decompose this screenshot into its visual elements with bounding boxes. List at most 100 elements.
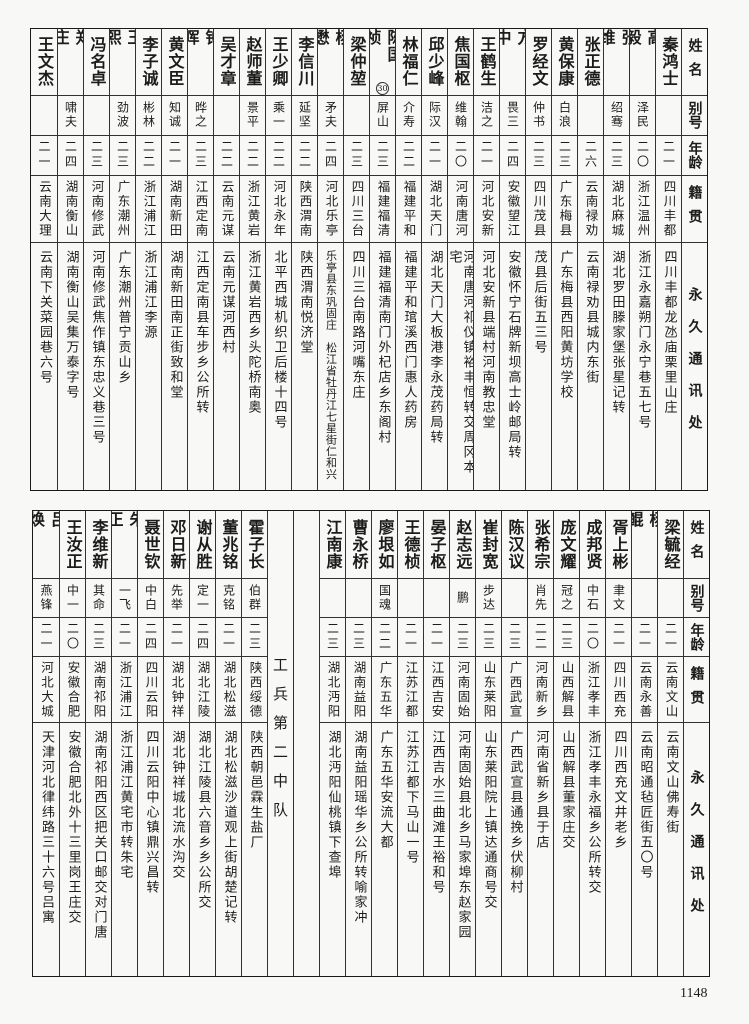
name-cell: 高毅: [630, 29, 655, 96]
person-address: 安徽合肥北外十三里岗王庄交: [65, 730, 81, 926]
age-cell: 二四: [318, 136, 343, 177]
alias-cell: 绍骞: [604, 96, 629, 136]
alias-cell: 燕锋: [33, 579, 59, 618]
person-alias: 白浪: [557, 101, 572, 130]
name-cell: 晏子枢: [424, 511, 449, 579]
name-cell: 焦国枢: [448, 29, 473, 96]
person-column: 方中 畏三 二四 安徽望江 安徽怀宁石牌新坝高士岭邮局转: [499, 29, 525, 490]
person-age: 二一: [403, 621, 418, 652]
address-cell: 云南下关菜园巷六号: [31, 243, 57, 490]
origin-cell: 湖北钟祥: [164, 657, 189, 724]
address-cell: 浙江黄岩西乡头陀桥南奥: [240, 243, 265, 490]
person-column: 王鹤生 洁之 二一 河北安新 河北安新县端村河南教忠堂: [473, 29, 499, 490]
person-address: 云南下关菜园巷六号: [37, 250, 52, 386]
person-alias: 绍骞: [609, 101, 624, 130]
origin-cell: 四川云阳: [138, 657, 163, 724]
person-name: 杨鲲: [632, 511, 657, 545]
person-address: 北平西城机织卫后楼十四号: [271, 250, 287, 431]
person-name: 邓日新: [167, 518, 187, 570]
name-cell: 王鹤生: [474, 29, 499, 96]
person-name: 庞文耀: [557, 518, 577, 570]
person-origin: 四川西充: [611, 660, 627, 719]
header-label-name: 姓名: [688, 520, 705, 569]
header-label-origin: 籍贯: [688, 665, 705, 714]
person-name: 焦国枢: [451, 36, 471, 88]
name-cell: 聂世钦: [138, 511, 163, 579]
person-name: 王鹤生: [477, 36, 497, 88]
age-cell: 二一: [474, 136, 499, 177]
person-column: 李维新 其命 二三 湖南祁阳 湖南祁阳西区把关口邮交对门唐: [85, 511, 111, 976]
person-alias: 仲书: [531, 101, 546, 130]
person-column: 郑庄 啸夫 二四 湖南衡山 湖南衡山吴集万泰字号: [57, 29, 83, 490]
person-origin: 四川丰都: [661, 180, 677, 239]
person-column: 王熙 劲波 二三 广东潮州 广东潮州普宁贡山乡: [109, 29, 135, 490]
person-column: 王少卿 乘一 二二 河北永年 北平西城机织卫后楼十四号: [265, 29, 291, 490]
person-column: 霍子长 伯群 二三 陕西绥德 陕西朝邑霖生盐厂: [241, 511, 267, 976]
header-column: 姓名 别号 年龄 籍贯 永久通讯处: [681, 29, 707, 490]
address-cell: 福建平和琯溪西门惠人药房: [396, 243, 421, 490]
address-cell: 湖北沔阳仙桃镇下查埠: [320, 723, 345, 976]
age-cell: 二三: [242, 618, 267, 658]
person-column: 罗经文 仲书 二三 四川茂县 茂县后街五三号: [525, 29, 551, 490]
person-name: 晏子枢: [427, 518, 447, 570]
address-cell: 四川云阳中心镇鼎兴昌转: [138, 723, 163, 976]
name-cell: 梁仲堃: [344, 29, 369, 96]
origin-cell: 湖北天门: [422, 176, 447, 244]
address-cell: 广西武宣县通挽乡伏柳村: [502, 723, 527, 976]
person-age: 二三: [325, 621, 340, 652]
person-name: 霍子长: [245, 518, 265, 570]
name-cell: 黄文臣: [162, 29, 187, 96]
name-cell: 李子诚: [136, 29, 161, 96]
header-cell-address: 永久通讯处: [684, 723, 709, 976]
person-column: 高毅 泽民 二〇 浙江温州 浙江永嘉朔门永宁巷五七号: [629, 29, 655, 490]
alias-cell: [31, 96, 57, 136]
address-cell: 江西定南县车步乡公所转: [188, 243, 213, 490]
address-cell: 江西吉水三曲滩王裕和号: [424, 723, 449, 976]
person-column: 董兆铭 克铭 二一 湖北松滋 湖北松滋沙道观上街胡楚记转: [215, 511, 241, 976]
name-cell: 谢从胜: [190, 511, 215, 579]
person-name: 朱正: [112, 511, 137, 545]
age-cell: 二一: [656, 136, 681, 177]
address-cell: 乐亭县东巩固庄 松江省牡丹江七星街仁和兴: [318, 243, 343, 490]
person-name: 邱少峰: [425, 36, 445, 88]
person-address: 浙江永嘉朔门永宁巷五七号: [635, 250, 651, 431]
person-name: 黄保康: [555, 36, 575, 88]
origin-cell: 河北乐亭: [318, 176, 343, 244]
person-origin: 江苏江都: [403, 660, 419, 719]
person-address: 河南修武焦作镇东忠义巷三号: [89, 250, 105, 446]
address-cell: 山东莱阳院上镇达通商号交: [476, 723, 501, 976]
person-name: 秦鸿士: [659, 36, 679, 88]
person-name: 陈汉议: [505, 518, 525, 570]
person-name: 成邦贤: [583, 518, 603, 570]
name-cell: 成邦贤: [580, 511, 605, 579]
address-cell: 四川三台南路河嘴东庄: [344, 243, 369, 490]
address-cell: 河南固始县北乡马家埠东赵家园: [450, 723, 475, 976]
alias-cell: [578, 96, 603, 136]
age-cell: 二三: [188, 136, 213, 177]
age-cell: 二三: [346, 618, 371, 658]
age-cell: 二三: [476, 618, 501, 658]
age-cell: 二一: [33, 618, 59, 658]
origin-cell: 云南文山: [658, 657, 683, 724]
origin-cell: 福建平和: [396, 176, 421, 244]
person-origin: 广东梅县: [557, 180, 573, 239]
age-cell: 二三: [84, 136, 109, 177]
header-cell-name: 姓名: [684, 511, 709, 579]
person-name: 王德桢: [401, 518, 421, 570]
person-column: 王汝正 中一 二〇 安徽合肥 安徽合肥北外十三里岗王庄交: [59, 511, 85, 976]
person-age: 二一: [479, 140, 494, 171]
alias-cell: [346, 579, 371, 618]
section-label: 工兵第二中队: [271, 656, 289, 831]
person-name: 王汝正: [63, 518, 83, 570]
origin-cell: 广东梅县: [552, 176, 577, 244]
name-cell: 冯名卓: [84, 29, 109, 96]
person-age: 二三: [531, 140, 546, 171]
person-column: 王德桢 二一 江苏江都 江苏江都下马山一号: [397, 511, 423, 976]
person-alias: 聿文: [611, 583, 626, 612]
person-origin: 陕西绥德: [247, 660, 263, 719]
alias-cell: 彬林: [136, 96, 161, 136]
person-column: 庞文耀 冠之 二三 山西解县 山西解县董家庄交: [553, 511, 579, 976]
person-column: 江南康 二三 湖北沔阳 湖北沔阳仙桃镇下查埠: [319, 511, 345, 976]
age-cell: 二三: [554, 618, 579, 658]
person-column: 林福仁 介寿 二二 福建平和 福建平和琯溪西门惠人药房: [395, 29, 421, 490]
